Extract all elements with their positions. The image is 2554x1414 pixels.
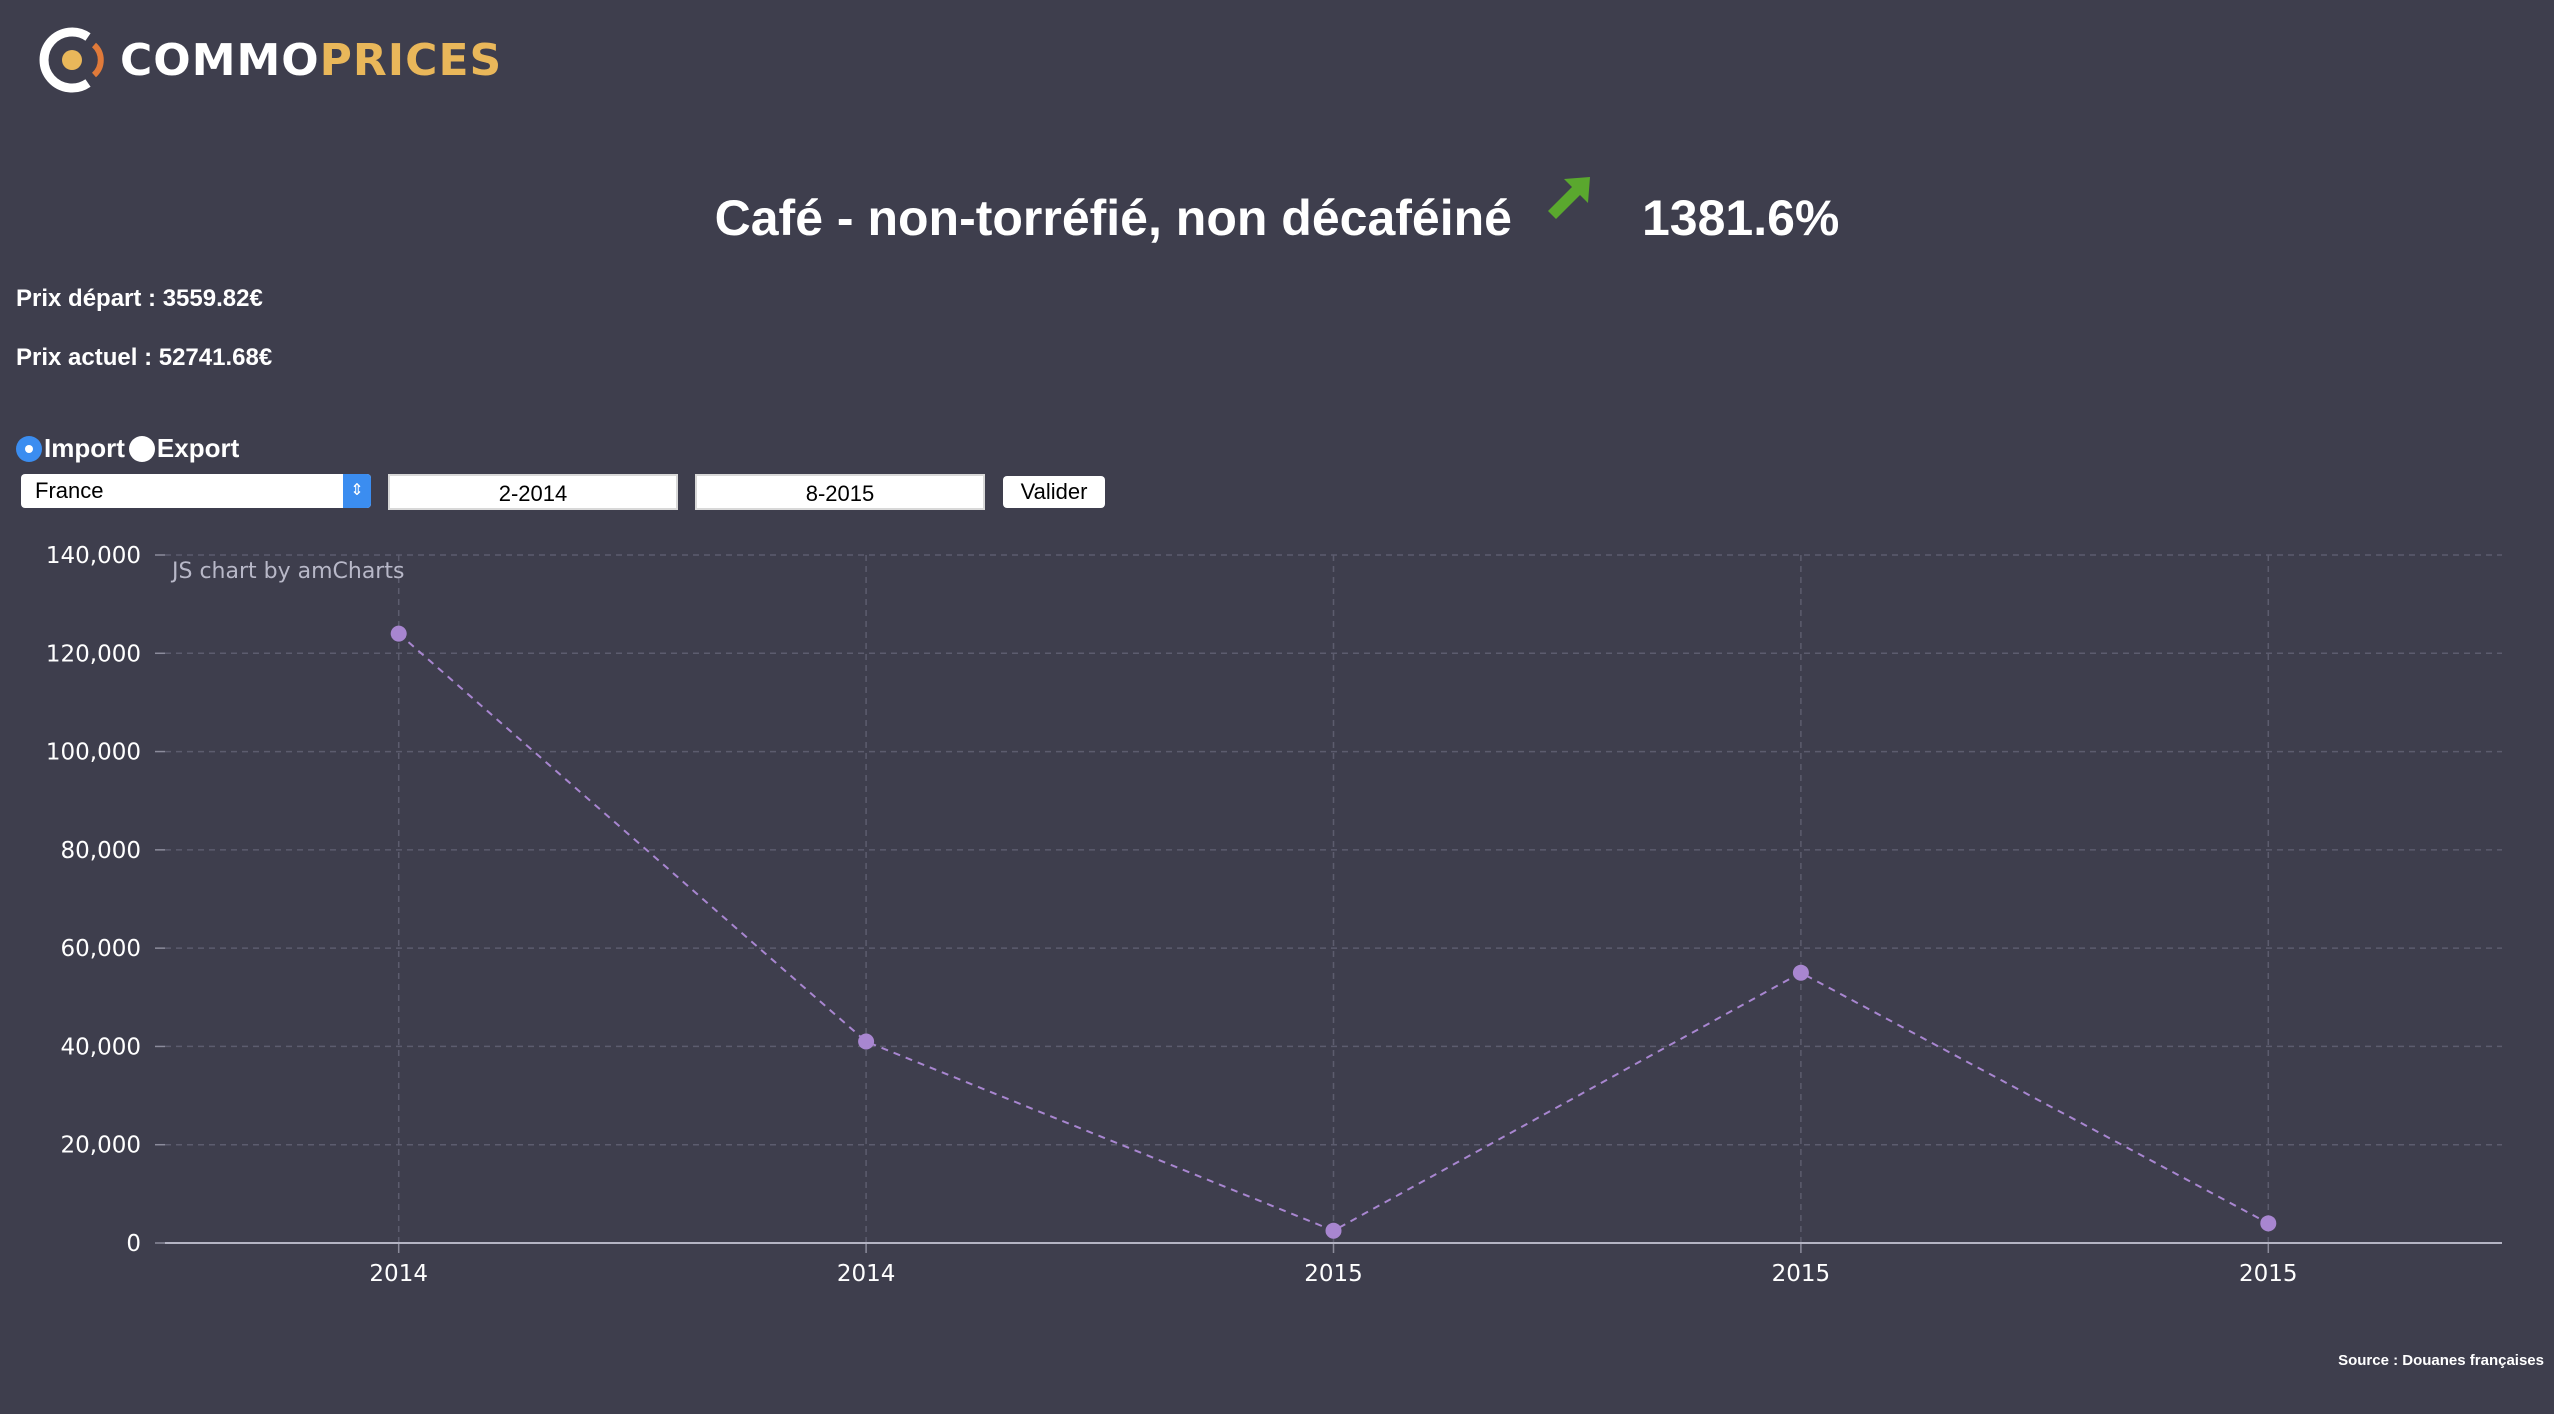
x-tick-label: 2014: [837, 1261, 896, 1287]
brand-name-part2: PRICES: [319, 34, 503, 86]
import-radio-label[interactable]: Import: [44, 433, 125, 463]
data-point[interactable]: [1325, 1222, 1342, 1239]
logo-mark-icon: [39, 27, 104, 93]
page-title-row: Café - non-torréfié, non décaféiné 1381.…: [0, 177, 2554, 247]
price-chart: 0 20,000 40,000 60,000 80,000 100,000 120,000 1…: [46, 543, 2502, 1287]
x-tick-label: 2014: [369, 1261, 428, 1287]
end-date-input[interactable]: 8-2015: [695, 474, 985, 510]
y-tick-label: 80,000: [61, 838, 141, 864]
y-tick-label: 140,000: [46, 543, 141, 569]
start-price: Prix départ : 3559.82€: [16, 285, 263, 312]
select-arrows-icon: ⇕: [343, 474, 371, 508]
page-title: Café - non-torréfié, non décaféiné: [714, 189, 1512, 246]
brand-name: COMMOPRICES: [120, 35, 502, 86]
flow-radio-group: Import Export: [16, 433, 243, 464]
series-points: [390, 625, 2277, 1239]
chart-grid: [165, 554, 2502, 1243]
export-radio-label[interactable]: Export: [156, 433, 240, 463]
x-axis: 2014 2014 2015 2015 2015: [165, 1242, 2502, 1287]
data-point[interactable]: [858, 1033, 875, 1050]
country-select[interactable]: France ⇕: [21, 474, 371, 508]
change-percent: 1381.6%: [1641, 189, 1840, 246]
y-tick-label: 120,000: [46, 641, 141, 667]
import-radio[interactable]: [16, 435, 42, 462]
y-tick-label: 0: [126, 1231, 141, 1257]
y-tick-label: 20,000: [61, 1133, 141, 1159]
brand-logo[interactable]: COMMOPRICES: [36, 20, 502, 100]
y-tick-label: 60,000: [61, 936, 141, 962]
chart-credit[interactable]: JS chart by amCharts: [170, 559, 404, 584]
data-point[interactable]: [1792, 964, 1809, 981]
y-axis: 0 20,000 40,000 60,000 80,000 100,000 120,000 1…: [46, 543, 165, 1257]
x-tick-label: 2015: [2239, 1261, 2298, 1287]
arrow-up-right-icon: [1542, 165, 1602, 225]
y-tick-label: 100,000: [46, 740, 141, 766]
data-point[interactable]: [390, 625, 407, 642]
current-price: Prix actuel : 52741.68€: [16, 344, 273, 371]
source-note: Source : Douanes françaises: [2338, 1352, 2544, 1369]
submit-button[interactable]: Valider: [1003, 476, 1105, 508]
x-tick-label: 2015: [1304, 1261, 1363, 1287]
data-point[interactable]: [2260, 1215, 2277, 1232]
brand-name-part1: COMMO: [120, 34, 320, 86]
y-tick-label: 40,000: [61, 1034, 141, 1060]
export-radio[interactable]: [128, 435, 155, 462]
start-date-input[interactable]: 2-2014: [388, 474, 678, 510]
country-select-value: France: [35, 478, 104, 503]
x-tick-label: 2015: [1772, 1261, 1831, 1287]
